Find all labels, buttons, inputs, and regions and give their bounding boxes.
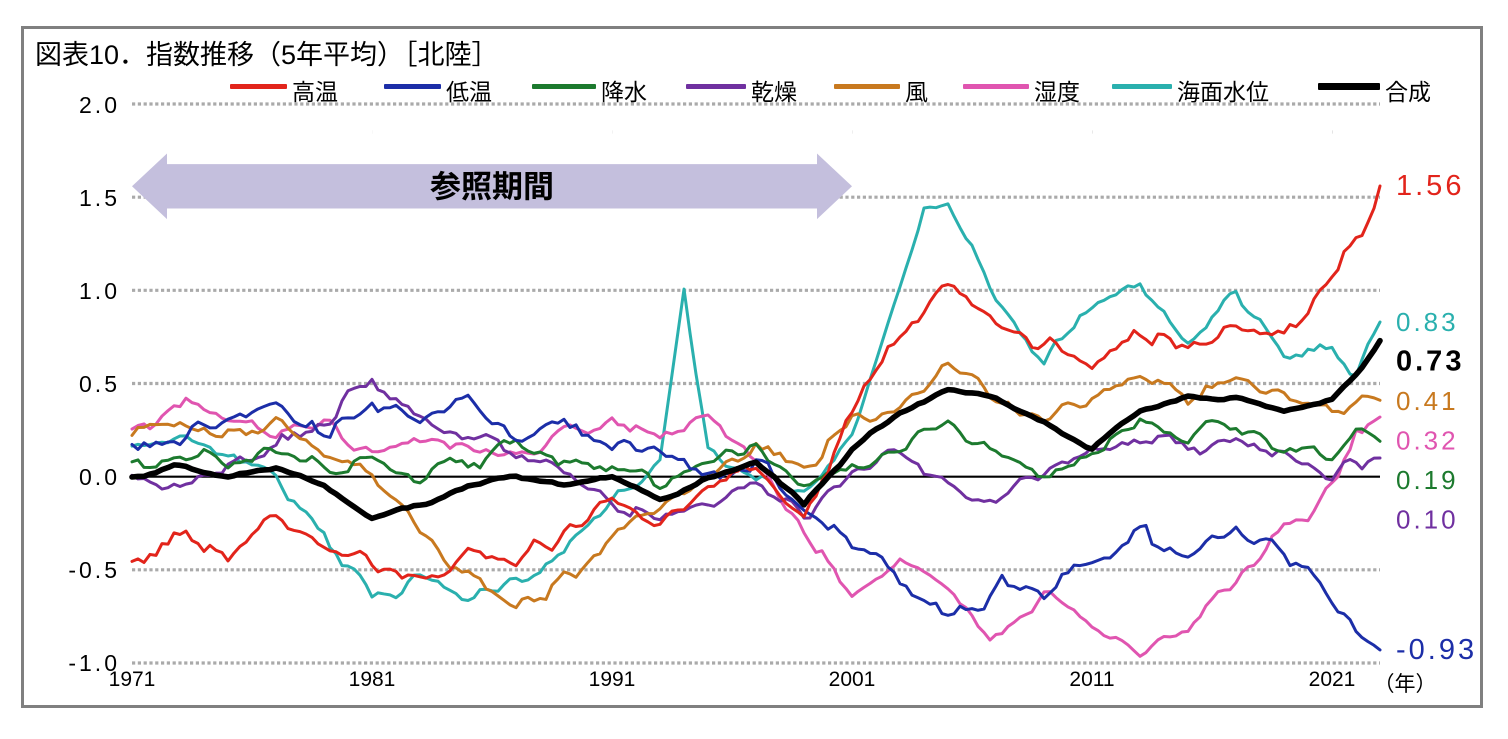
svg-text:0.41: 0.41	[1396, 386, 1459, 416]
svg-text:0.10: 0.10	[1396, 505, 1459, 535]
svg-text:0.73: 0.73	[1396, 346, 1464, 378]
svg-text:-0.93: -0.93	[1396, 634, 1477, 666]
svg-text:0.32: 0.32	[1396, 426, 1459, 456]
svg-text:0.19: 0.19	[1396, 465, 1459, 495]
svg-text:参照期間: 参照期間	[430, 161, 554, 206]
svg-text:0.83: 0.83	[1396, 307, 1459, 337]
svg-text:1.56: 1.56	[1396, 170, 1464, 202]
